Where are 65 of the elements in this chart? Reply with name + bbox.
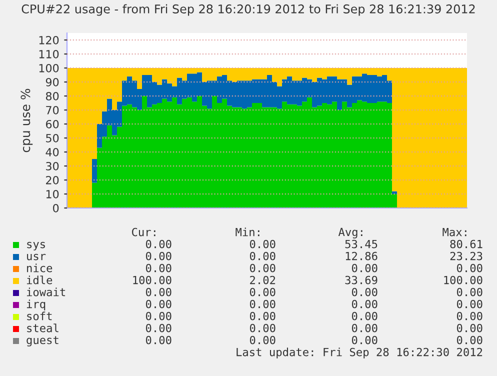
y-tick-label: 50: [46, 134, 59, 142]
text: 0.00: [456, 336, 482, 344]
text: 23.23: [450, 252, 482, 260]
text: Min:: [236, 228, 260, 236]
text: 0.00: [146, 324, 172, 332]
text: 0.00: [250, 288, 276, 296]
y-tick-label: 20: [46, 176, 59, 184]
chart-title: CPU#22 usage - from Fri Sep 28 16:20:19 2012 to Fri Sep 28 16:21:39 2012: [22, 4, 475, 16]
text: 0.00: [456, 312, 482, 320]
legend-label: usr: [27, 254, 46, 260]
text: 0.00: [352, 336, 378, 344]
legend-label: steal: [27, 324, 58, 332]
text: 53.45: [345, 240, 378, 248]
text: 0.00: [250, 264, 276, 272]
y-tick-label: 0: [53, 204, 59, 212]
text: 12.86: [346, 252, 378, 260]
legend-label: nice: [27, 264, 52, 272]
text: 0.00: [456, 324, 482, 332]
y-tick-label: 80: [46, 92, 59, 100]
text: 33.69: [345, 276, 378, 284]
text: 0.00: [250, 300, 276, 308]
text: Max:: [442, 228, 466, 236]
text: 0.00: [146, 252, 172, 260]
text: 0.00: [146, 312, 172, 320]
legend-label: sys: [27, 242, 45, 250]
text: 0.00: [146, 300, 172, 308]
legend-label: soft: [27, 312, 52, 320]
text: 0.00: [146, 264, 172, 272]
text: 0.00: [352, 312, 378, 320]
text: Last update: Fri Sep 28 16:22:30 2012: [236, 348, 482, 358]
y-tick-label: 40: [46, 148, 59, 156]
text: 100.00: [444, 276, 482, 284]
text: 0.00: [456, 288, 482, 296]
text: 0.00: [250, 324, 276, 332]
text: 0.00: [352, 264, 378, 272]
legend-label: iowait: [26, 288, 66, 296]
text: 0.00: [146, 336, 172, 344]
text: 80.61: [450, 240, 482, 248]
text: 0.00: [456, 264, 482, 272]
text: 0.00: [352, 300, 378, 308]
text: 2.02: [250, 276, 276, 284]
legend-label: idle: [26, 276, 52, 284]
text: 0.00: [250, 336, 276, 344]
text: Cur:: [132, 228, 156, 236]
y-tick-label: 30: [46, 162, 59, 170]
y-tick-label: 120: [39, 36, 59, 44]
y-tick-label: 10: [46, 190, 59, 198]
text: 0.00: [250, 312, 276, 320]
text: 0.00: [146, 240, 172, 248]
text: 100.00: [133, 276, 172, 284]
y-tick-label: 70: [46, 106, 59, 114]
text: 0.00: [250, 252, 276, 260]
y-axis-title: cpu use %: [20, 88, 33, 152]
legend-label: irq: [26, 300, 46, 310]
text: 0.00: [352, 324, 378, 332]
y-tick-label: 90: [46, 78, 59, 86]
y-tick-label: 100: [39, 64, 59, 72]
text: 0.00: [456, 300, 482, 308]
text: 0.00: [146, 288, 172, 296]
text: 0.00: [250, 240, 276, 248]
text: Avg:: [338, 228, 362, 238]
legend-label: guest: [26, 336, 58, 346]
y-tick-label: 60: [46, 120, 59, 128]
y-tick-label: 110: [39, 50, 59, 58]
text: 0.00: [352, 288, 378, 296]
